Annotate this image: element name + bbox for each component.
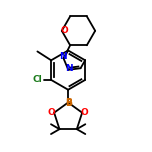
Text: B: B bbox=[65, 99, 72, 108]
Text: Cl: Cl bbox=[33, 75, 42, 84]
Text: O: O bbox=[48, 108, 56, 117]
Text: B: B bbox=[65, 98, 72, 107]
Text: N: N bbox=[66, 64, 73, 73]
Text: O: O bbox=[61, 26, 69, 35]
Text: N: N bbox=[59, 52, 66, 61]
Text: O: O bbox=[81, 108, 88, 117]
